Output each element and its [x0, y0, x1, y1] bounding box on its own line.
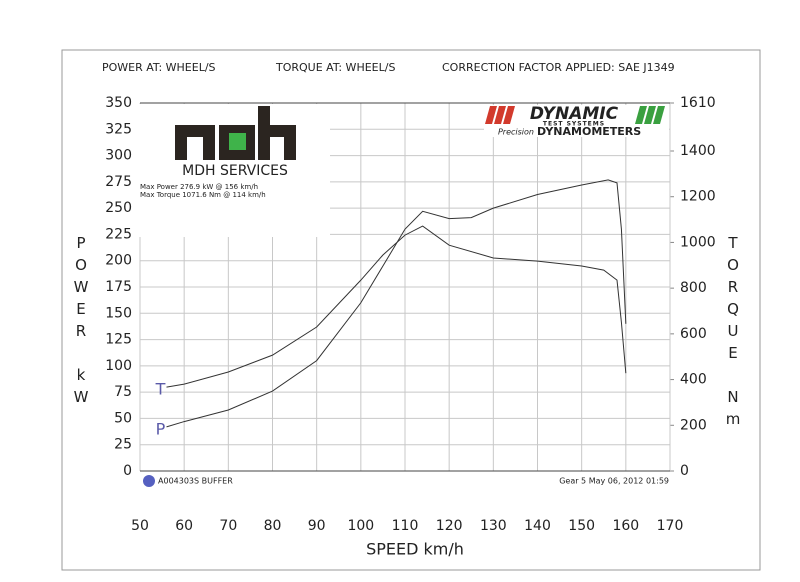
y2-tick-label: 1000: [680, 234, 716, 250]
y-tick-label: 325: [105, 121, 132, 137]
y-tick-label: 275: [105, 174, 132, 190]
y2-tick-label: 600: [680, 326, 707, 342]
brand-name: DYNAMIC: [530, 104, 619, 124]
y2-tick-label: 800: [680, 280, 707, 296]
x-tick-label: 90: [308, 518, 326, 534]
x-tick-label: 50: [131, 518, 149, 534]
x-tick-label: 130: [480, 518, 507, 534]
y-tick-label: 225: [105, 226, 132, 242]
x-tick-label: 170: [657, 518, 684, 534]
series-label: T: [155, 380, 166, 399]
y-tick-label: 25: [114, 437, 132, 453]
x-tick-label: 70: [219, 518, 237, 534]
x-tick-label: 120: [436, 518, 463, 534]
brand-precision: Precision: [498, 128, 534, 137]
x-tick-label: 60: [175, 518, 193, 534]
y-tick-label: 300: [105, 148, 132, 164]
frame: [61, 49, 761, 571]
y2-tick-label: 1610: [680, 95, 716, 111]
max-torque: Max Torque 1071.6 Nm @ 114 km/h: [140, 191, 266, 199]
y2-tick-label: 0: [680, 463, 689, 479]
x-tick-label: 100: [347, 518, 374, 534]
series-line: [166, 225, 627, 388]
y-tick-label: 125: [105, 332, 132, 348]
header-torque: TORQUE AT: WHEEL/S: [275, 61, 395, 74]
series-line: [166, 179, 627, 428]
max-power: Max Power 276.9 kW @ 156 km/h: [140, 183, 258, 191]
y-tick-label: 175: [105, 279, 132, 295]
y-tick-label: 150: [105, 305, 132, 321]
footer-right: Gear 5 May 06, 2012 01:59: [559, 477, 669, 486]
logo-icon: [175, 106, 296, 160]
footer-left: A004303S BUFFER: [158, 477, 233, 486]
y-tick-label: 350: [105, 95, 132, 111]
x-tick-label: 80: [264, 518, 282, 534]
brand-stripes: [485, 106, 665, 124]
y-axis-label: POWER kW: [72, 234, 90, 410]
y2-axis-label: TORQUE Nm: [724, 234, 742, 432]
y2-tick-label: 1400: [680, 143, 716, 159]
y-tick-label: 200: [105, 253, 132, 269]
header-correction: CORRECTION FACTOR APPLIED: SAE J1349: [442, 61, 675, 74]
y2-tick-label: 400: [680, 372, 707, 388]
plot: 0 25 50 75 100 125 150 175 200 225 250 275 300 325 350…: [105, 95, 715, 534]
status-dot: [143, 475, 155, 487]
y-tick-label: 75: [114, 384, 132, 400]
x-tick-label: 150: [568, 518, 595, 534]
x-axis-label: SPEED km/h: [366, 540, 464, 559]
x-tick-label: 160: [612, 518, 639, 534]
x-tick-label: 140: [524, 518, 551, 534]
y-tick-label: 250: [105, 200, 132, 216]
brand-sub: TEST SYSTEMS: [543, 121, 605, 128]
header-power: POWER AT: WHEEL/S: [102, 61, 216, 74]
y-tick-label: 0: [123, 463, 132, 479]
y-tick-label: 50: [114, 410, 132, 426]
y2-tick-label: 200: [680, 417, 707, 433]
y-tick-label: 100: [105, 358, 132, 374]
brand-product: DYNAMOMETERS: [537, 125, 641, 138]
x-tick-label: 110: [392, 518, 419, 534]
series-label: P: [156, 419, 166, 438]
y2-tick-label: 1200: [680, 189, 716, 205]
logo-name: MDH SERVICES: [182, 163, 288, 179]
